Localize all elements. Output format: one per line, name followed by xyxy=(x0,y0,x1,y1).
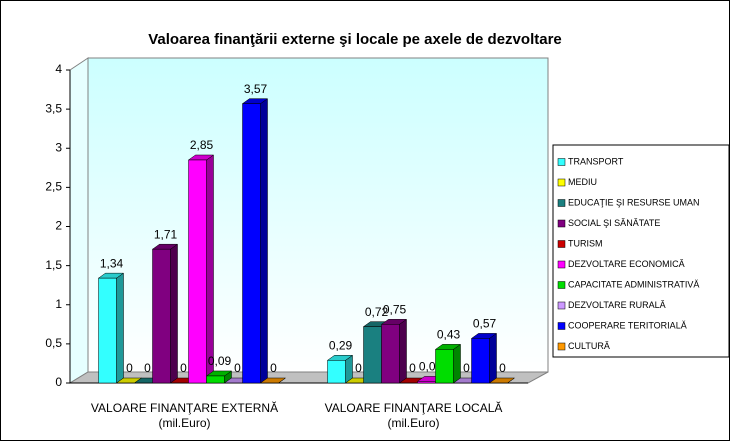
value-label: 0,43 xyxy=(437,328,461,342)
value-label: 0,57 xyxy=(473,317,497,331)
legend-swatch xyxy=(557,240,566,248)
legend-swatch xyxy=(557,158,566,166)
bar xyxy=(188,159,207,384)
value-label: 0 xyxy=(270,361,277,375)
y-tick-label: 3 xyxy=(55,140,62,154)
value-label: 0,09 xyxy=(208,354,232,368)
bar-side xyxy=(489,332,497,384)
legend-label: COOPERARE TERITORIALĂ xyxy=(568,320,687,330)
legend-label: TRANSPORT xyxy=(568,156,624,166)
value-label: 0,72 xyxy=(365,305,389,319)
legend-swatch xyxy=(557,178,566,187)
bar-side xyxy=(206,154,214,384)
legend-swatch xyxy=(557,342,566,351)
legend-label: DEZVOLTARE ECONOMICĂ xyxy=(568,259,685,269)
legend-label: CULTURĂ xyxy=(568,341,610,351)
bar xyxy=(435,349,454,384)
value-label: 0 xyxy=(355,361,362,375)
bar xyxy=(327,360,346,384)
legend-swatch xyxy=(557,219,566,228)
y-tick-label: 2 xyxy=(55,219,62,233)
bar xyxy=(152,248,171,384)
bar-side xyxy=(170,243,178,384)
value-label: 0 xyxy=(499,361,506,375)
value-label: 0,29 xyxy=(329,338,353,352)
value-label: 0 xyxy=(409,361,416,375)
y-tick-label: 1 xyxy=(55,297,62,311)
x-tick-label: VALOARE FINANŢARE EXTERNĂ (mil.Euro) xyxy=(91,400,278,430)
y-tick-label: 4 xyxy=(55,62,62,76)
bar xyxy=(242,103,261,384)
value-label: 2,85 xyxy=(190,138,214,152)
legend-label: MEDIU xyxy=(568,177,597,187)
value-label: 3,57 xyxy=(244,82,268,96)
value-label: 0 xyxy=(144,361,151,375)
legend-swatch xyxy=(557,322,566,330)
bar xyxy=(417,381,436,384)
value-label: 1,71 xyxy=(154,227,178,241)
y-tick-label: 1,5 xyxy=(45,258,62,272)
legend-swatch xyxy=(557,301,566,310)
legend-label: EDUCAŢIE ŞI RESURSE UMAN xyxy=(568,197,700,207)
bar-side xyxy=(260,98,268,384)
value-label: 0 xyxy=(463,361,470,375)
y-tick-label: 0 xyxy=(55,375,62,389)
bar-side xyxy=(116,272,124,384)
y-tick-label: 2,5 xyxy=(45,180,62,194)
value-label: 0,75 xyxy=(383,302,407,316)
bar xyxy=(381,324,400,384)
bar xyxy=(363,326,382,384)
value-label: 0 xyxy=(180,361,187,375)
legend-swatch xyxy=(557,281,566,289)
value-label: 0 xyxy=(126,361,133,375)
legend-label: TURISM xyxy=(568,238,603,248)
value-label: 0 xyxy=(234,361,241,375)
legend-label: SOCIAL ŞI SĂNĂTATE xyxy=(568,218,660,228)
chart-title: Valoarea finanţării externe şi locale pe… xyxy=(148,31,562,48)
side-wall xyxy=(69,57,89,384)
bar xyxy=(471,338,490,384)
bar-side xyxy=(399,318,407,384)
legend-swatch xyxy=(557,199,566,207)
y-tick-label: 0,5 xyxy=(45,336,62,350)
legend-label: DEZVOLTARE RURALĂ xyxy=(568,300,666,310)
legend xyxy=(552,144,730,358)
value-label: 1,34 xyxy=(100,256,124,270)
bar xyxy=(206,375,225,384)
legend-swatch xyxy=(557,260,566,269)
bar-side xyxy=(453,343,461,384)
legend-label: CAPACITATE ADMINISTRATIVĂ xyxy=(568,279,699,289)
x-tick-label: VALOARE FINANŢARE LOCALĂ (mil.Euro) xyxy=(325,400,503,430)
y-tick-label: 3,5 xyxy=(45,101,62,115)
bar xyxy=(98,277,117,384)
